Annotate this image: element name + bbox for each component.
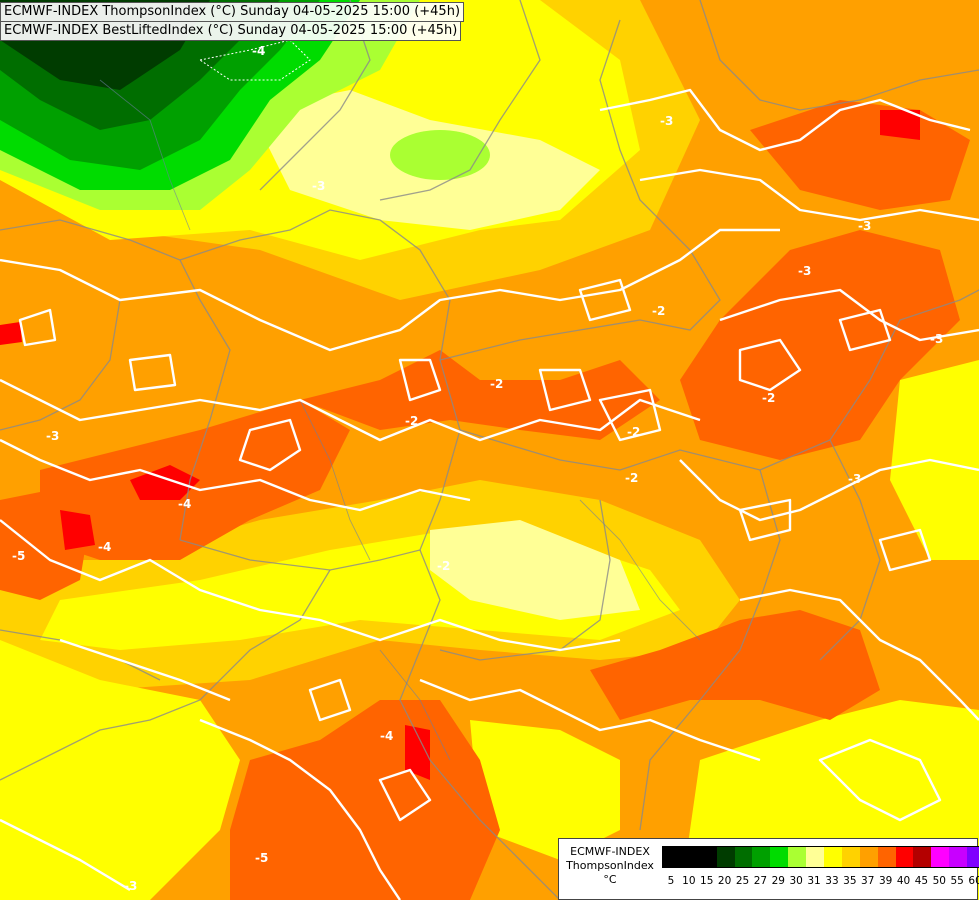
legend-swatch <box>824 847 842 867</box>
header-thompson-index: ECMWF-INDEX ThompsonIndex (°C) Sunday 04… <box>0 2 465 22</box>
legend-ticks: 5 10 15 20 25 27 29 30 31 33 35 37 39 40 45 50 55 60 <box>662 875 979 887</box>
field-darkred-e <box>880 110 920 140</box>
legend-swatch <box>663 847 681 867</box>
legend-unit: °C <box>603 873 617 886</box>
contour-label: -3 <box>660 114 673 128</box>
contour-label: -2 <box>437 559 450 573</box>
contour-label: -3 <box>930 332 943 346</box>
legend-tick-label: 31 <box>807 875 821 887</box>
legend-tick-label: 10 <box>682 875 696 887</box>
contour-label: -5 <box>12 549 25 563</box>
color-legend: ECMWF-INDEX ThompsonIndex °C 5 10 15 20 25 27… <box>558 838 979 900</box>
field-darkred-s <box>405 725 430 780</box>
contour-label: -2 <box>405 414 418 428</box>
legend-swatch <box>859 847 878 867</box>
legend-tick-label: 45 <box>914 875 929 887</box>
legend-swatch <box>931 847 950 867</box>
legend-tick-label: 39 <box>878 875 893 887</box>
legend-tick-label: 33 <box>825 875 839 887</box>
contour-label: -2 <box>762 391 775 405</box>
field-darkred-nw <box>0 322 22 345</box>
contour-label-group: -4 -3 -3 -3 -3 -2 -2 -2 -2 -2 -2 -2 -3 -… <box>12 44 943 893</box>
field-red-se <box>590 610 880 720</box>
contour-label: -4 <box>252 44 265 58</box>
contour-label: -3 <box>798 264 811 278</box>
legend-tick-label: 35 <box>843 875 857 887</box>
legend-swatch <box>841 847 860 867</box>
legend-tick-label: 40 <box>896 875 911 887</box>
legend-swatches <box>662 846 979 868</box>
field-green-patch-north <box>390 130 490 180</box>
contour-label: -2 <box>625 471 638 485</box>
field-yellow-s <box>470 720 620 860</box>
contour-label: -3 <box>46 429 59 443</box>
legend-tick-label: 29 <box>771 875 785 887</box>
field-red-s <box>230 700 500 900</box>
contour-label: -2 <box>652 304 665 318</box>
header-best-lifted-index: ECMWF-INDEX BestLiftedIndex (°C) Sunday … <box>0 21 462 41</box>
contour-label: -2 <box>490 377 503 391</box>
legend-swatch <box>913 847 932 867</box>
field-red-central <box>300 350 660 440</box>
field-darkred-w2 <box>60 510 95 550</box>
legend-swatch <box>770 847 789 867</box>
contour-label: -3 <box>848 472 861 486</box>
legend-swatch <box>752 847 771 867</box>
legend-swatch <box>895 847 914 867</box>
legend-swatch <box>698 847 717 867</box>
legend-swatch <box>734 847 753 867</box>
legend-tick-label: 55 <box>950 875 964 887</box>
legend-source: ECMWF-INDEX <box>570 845 650 858</box>
contour-label: -2 <box>627 425 640 439</box>
dotted-contour-nw <box>198 39 311 81</box>
legend-swatch <box>877 847 896 867</box>
legend-swatch <box>716 847 735 867</box>
contour-label: -4 <box>380 729 393 743</box>
legend-tick-label: 15 <box>700 875 714 887</box>
field-red-east <box>680 230 960 460</box>
legend-tick-label: 27 <box>753 875 768 887</box>
legend-tick-label: 37 <box>861 875 875 887</box>
legend-parameter: ThompsonIndex <box>566 859 654 872</box>
contour-label: -5 <box>255 851 268 865</box>
contour-label: -3 <box>124 879 137 893</box>
legend-tick-label: 25 <box>735 875 750 887</box>
legend-title: ECMWF-INDEX ThompsonIndex °C <box>563 845 657 887</box>
legend-tick-label: 30 <box>789 875 803 887</box>
contour-label: -4 <box>178 497 191 511</box>
legend-tick-label: 20 <box>717 875 732 887</box>
contour-label: -4 <box>98 540 111 554</box>
legend-swatch <box>788 847 807 867</box>
legend-tick-label: 50 <box>932 875 946 887</box>
legend-swatch <box>967 847 979 867</box>
lifted-index-contours <box>0 88 979 900</box>
field-yellow-sw <box>0 640 240 900</box>
legend-swatch <box>680 847 699 867</box>
field-pale-central <box>430 520 640 620</box>
legend-swatch <box>806 847 825 867</box>
contour-label: -3 <box>312 179 325 193</box>
contour-label: -3 <box>858 219 871 233</box>
rivers <box>99 79 701 761</box>
legend-swatch <box>949 847 968 867</box>
legend-tick-label: 60 <box>968 875 979 887</box>
legend-tick-label: 5 <box>667 875 675 887</box>
